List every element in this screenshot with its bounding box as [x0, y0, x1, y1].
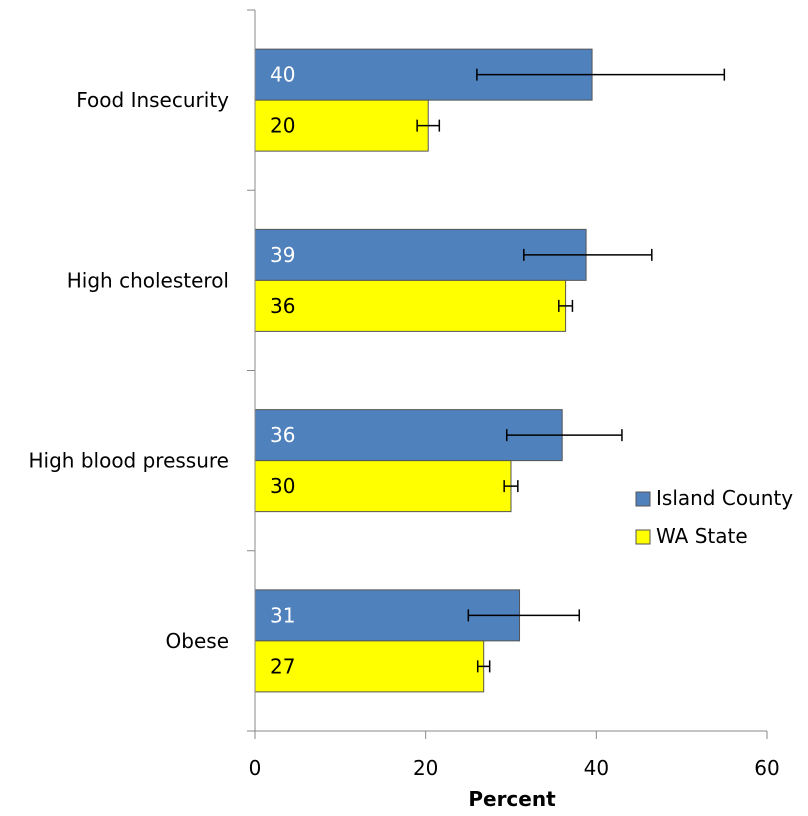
error-bar-0-0 [476, 68, 726, 81]
error-bar-0-2 [505, 429, 623, 442]
data-label-1-2: 30 [270, 474, 295, 498]
data-label-1-1: 36 [270, 294, 295, 318]
data-label-1-0: 20 [270, 114, 295, 138]
legend-swatch-0 [635, 491, 651, 507]
category-label-1: High cholesterol [67, 268, 229, 292]
bar-wa-state-0 [254, 99, 429, 152]
x-axis-title: Percent [468, 787, 556, 811]
error-bar-0-1 [523, 248, 653, 261]
category-label-2: High blood pressure [29, 449, 230, 473]
axes-layer: Food Insecurity High cholesterol High bloo… [29, 9, 780, 780]
legend-swatch-1 [635, 529, 651, 545]
x-tick-label-2: 40 [584, 756, 609, 780]
data-label-1-3: 27 [270, 654, 295, 678]
category-label-3: Obese [166, 629, 229, 653]
bar-wa-state-1 [254, 279, 567, 332]
error-bars-layer [416, 68, 726, 673]
bars-layer [254, 48, 593, 693]
error-bar-1-3 [476, 660, 491, 673]
data-label-0-2: 36 [270, 423, 295, 447]
x-tick-label-3: 60 [754, 756, 779, 780]
legend-label-1: WA State [656, 524, 748, 548]
bar-wa-state-2 [254, 460, 512, 513]
error-bar-1-0 [416, 119, 441, 132]
error-bar-1-2 [503, 480, 519, 493]
data-label-0-3: 31 [270, 603, 295, 627]
data-label-0-1: 39 [270, 243, 295, 267]
error-bar-1-1 [558, 299, 574, 312]
x-tick-label-0: 0 [249, 756, 262, 780]
x-tick-label-1: 20 [413, 756, 438, 780]
bar-wa-state-3 [254, 640, 485, 693]
error-bar-0-3 [467, 609, 581, 622]
data-labels-layer: 40 20 39 36 36 30 31 27 [270, 63, 295, 679]
category-label-0: Food Insecurity [76, 88, 229, 112]
data-label-0-0: 40 [270, 63, 295, 87]
legend-label-0: Island County [656, 486, 793, 510]
legend: Island County WA State [635, 486, 793, 548]
